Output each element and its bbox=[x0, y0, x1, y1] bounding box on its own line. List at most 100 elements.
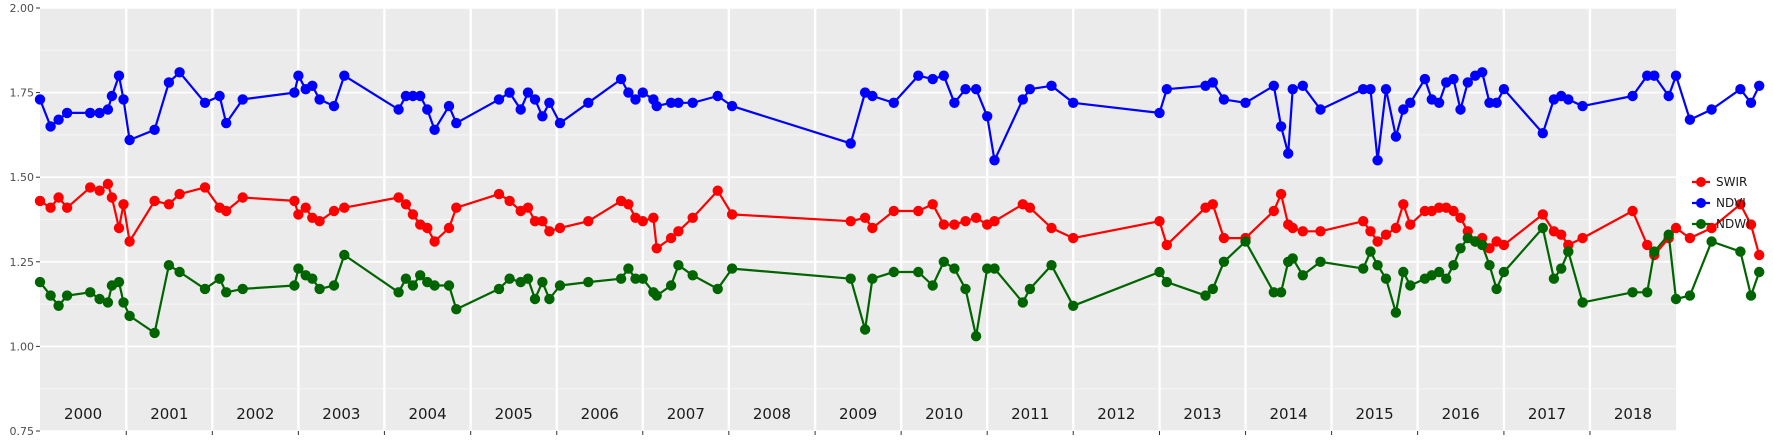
data-point-ndwi bbox=[149, 327, 160, 339]
data-point-ndwi bbox=[61, 290, 73, 301]
data-point-swir bbox=[1275, 188, 1287, 200]
series-swir bbox=[34, 178, 1765, 261]
data-point-ndwi bbox=[651, 290, 662, 301]
data-point-ndvi bbox=[422, 104, 433, 115]
y-tick-label: 0.75 bbox=[10, 425, 35, 438]
data-point-ndwi bbox=[1663, 229, 1674, 240]
data-point-swir bbox=[237, 192, 248, 203]
legend-key-point bbox=[1696, 177, 1706, 187]
data-point-swir bbox=[537, 216, 548, 227]
data-point-swir bbox=[913, 205, 924, 217]
data-point-ndvi bbox=[687, 97, 698, 109]
data-point-swir bbox=[1068, 232, 1079, 244]
legend-item-ndwi: NDWI bbox=[1692, 217, 1750, 231]
data-point-ndvi bbox=[1433, 97, 1445, 109]
data-point-swir bbox=[400, 199, 412, 210]
data-point-ndwi bbox=[293, 263, 304, 274]
legend-key-point bbox=[1696, 198, 1706, 208]
data-point-ndvi bbox=[1663, 90, 1674, 102]
data-point-swir bbox=[493, 188, 505, 200]
data-point-ndwi bbox=[637, 273, 648, 284]
year-label: 2014 bbox=[1269, 405, 1307, 423]
year-label: 2007 bbox=[667, 405, 705, 423]
data-point-ndvi bbox=[1462, 77, 1474, 88]
data-point-ndvi bbox=[1419, 73, 1431, 85]
data-point-ndvi bbox=[1455, 104, 1466, 115]
data-point-ndwi bbox=[1268, 287, 1280, 298]
year-label: 2009 bbox=[839, 405, 877, 423]
data-point-swir bbox=[1365, 226, 1376, 237]
data-point-swir bbox=[53, 192, 64, 203]
data-point-ndvi bbox=[1240, 97, 1251, 109]
data-point-swir bbox=[102, 178, 114, 190]
data-point-ndwi bbox=[1398, 266, 1409, 278]
data-point-swir bbox=[1315, 226, 1326, 237]
data-point-ndvi bbox=[1017, 94, 1028, 105]
data-point-ndvi bbox=[221, 117, 232, 129]
data-point-swir bbox=[712, 185, 723, 196]
data-point-swir bbox=[1706, 222, 1717, 234]
data-point-ndwi bbox=[1649, 246, 1660, 257]
data-point-ndvi bbox=[888, 97, 899, 109]
data-point-swir bbox=[1684, 232, 1696, 244]
legend-label: NDWI bbox=[1716, 217, 1750, 231]
data-point-ndwi bbox=[1706, 236, 1717, 247]
data-point-ndvi bbox=[214, 90, 225, 102]
data-point-ndvi bbox=[293, 70, 304, 81]
data-point-ndwi bbox=[712, 283, 723, 295]
data-point-ndwi bbox=[1563, 246, 1574, 257]
data-point-ndvi bbox=[429, 124, 440, 135]
data-point-swir bbox=[118, 199, 129, 210]
year-label: 2005 bbox=[495, 405, 533, 423]
data-point-ndwi bbox=[1017, 297, 1028, 308]
data-point-swir bbox=[1642, 239, 1653, 251]
data-point-ndvi bbox=[174, 67, 185, 78]
data-point-swir bbox=[174, 188, 185, 200]
data-point-ndwi bbox=[1240, 236, 1251, 247]
data-point-ndvi bbox=[113, 70, 125, 81]
data-point-swir bbox=[637, 216, 648, 227]
data-point-ndvi bbox=[1754, 80, 1765, 92]
data-point-swir bbox=[221, 205, 232, 217]
data-point-ndwi bbox=[34, 276, 46, 288]
data-point-ndvi bbox=[1315, 104, 1326, 115]
data-point-ndvi bbox=[554, 117, 566, 129]
data-point-ndvi bbox=[989, 155, 1000, 166]
data-point-ndvi bbox=[615, 73, 627, 85]
data-point-ndvi bbox=[583, 97, 594, 109]
data-point-swir bbox=[422, 222, 433, 234]
data-point-ndvi bbox=[1046, 80, 1057, 92]
data-point-ndwi bbox=[1484, 260, 1495, 271]
data-point-ndvi bbox=[1365, 84, 1376, 95]
data-point-ndwi bbox=[1390, 307, 1402, 318]
data-point-ndwi bbox=[1405, 280, 1416, 291]
data-point-ndwi bbox=[665, 280, 677, 291]
data-point-swir bbox=[451, 202, 462, 213]
data-point-swir bbox=[1670, 222, 1682, 234]
series-group bbox=[34, 67, 1765, 342]
data-point-swir bbox=[845, 216, 856, 227]
data-point-swir bbox=[34, 195, 46, 207]
data-point-ndwi bbox=[1548, 273, 1560, 284]
data-point-swir bbox=[1024, 202, 1036, 213]
data-point-swir bbox=[1207, 199, 1219, 210]
data-point-ndvi bbox=[1380, 84, 1392, 95]
data-point-ndwi bbox=[328, 280, 340, 291]
data-point-ndvi bbox=[1563, 94, 1574, 105]
y-tick-label: 2.00 bbox=[10, 2, 35, 15]
data-point-ndvi bbox=[673, 97, 684, 109]
data-point-ndvi bbox=[307, 80, 318, 92]
data-point-swir bbox=[1398, 199, 1409, 210]
data-point-ndwi bbox=[630, 273, 641, 284]
data-point-ndvi bbox=[1735, 84, 1746, 95]
data-point-ndvi bbox=[665, 97, 677, 109]
data-point-swir bbox=[583, 216, 594, 227]
data-point-ndvi bbox=[314, 94, 325, 105]
data-point-ndwi bbox=[400, 273, 412, 284]
data-point-ndwi bbox=[1684, 290, 1696, 301]
data-point-swir bbox=[1218, 232, 1230, 244]
data-point-ndvi bbox=[1684, 114, 1696, 125]
data-point-ndvi bbox=[938, 70, 949, 81]
data-point-swir bbox=[289, 195, 300, 207]
data-point-ndwi bbox=[623, 263, 634, 274]
